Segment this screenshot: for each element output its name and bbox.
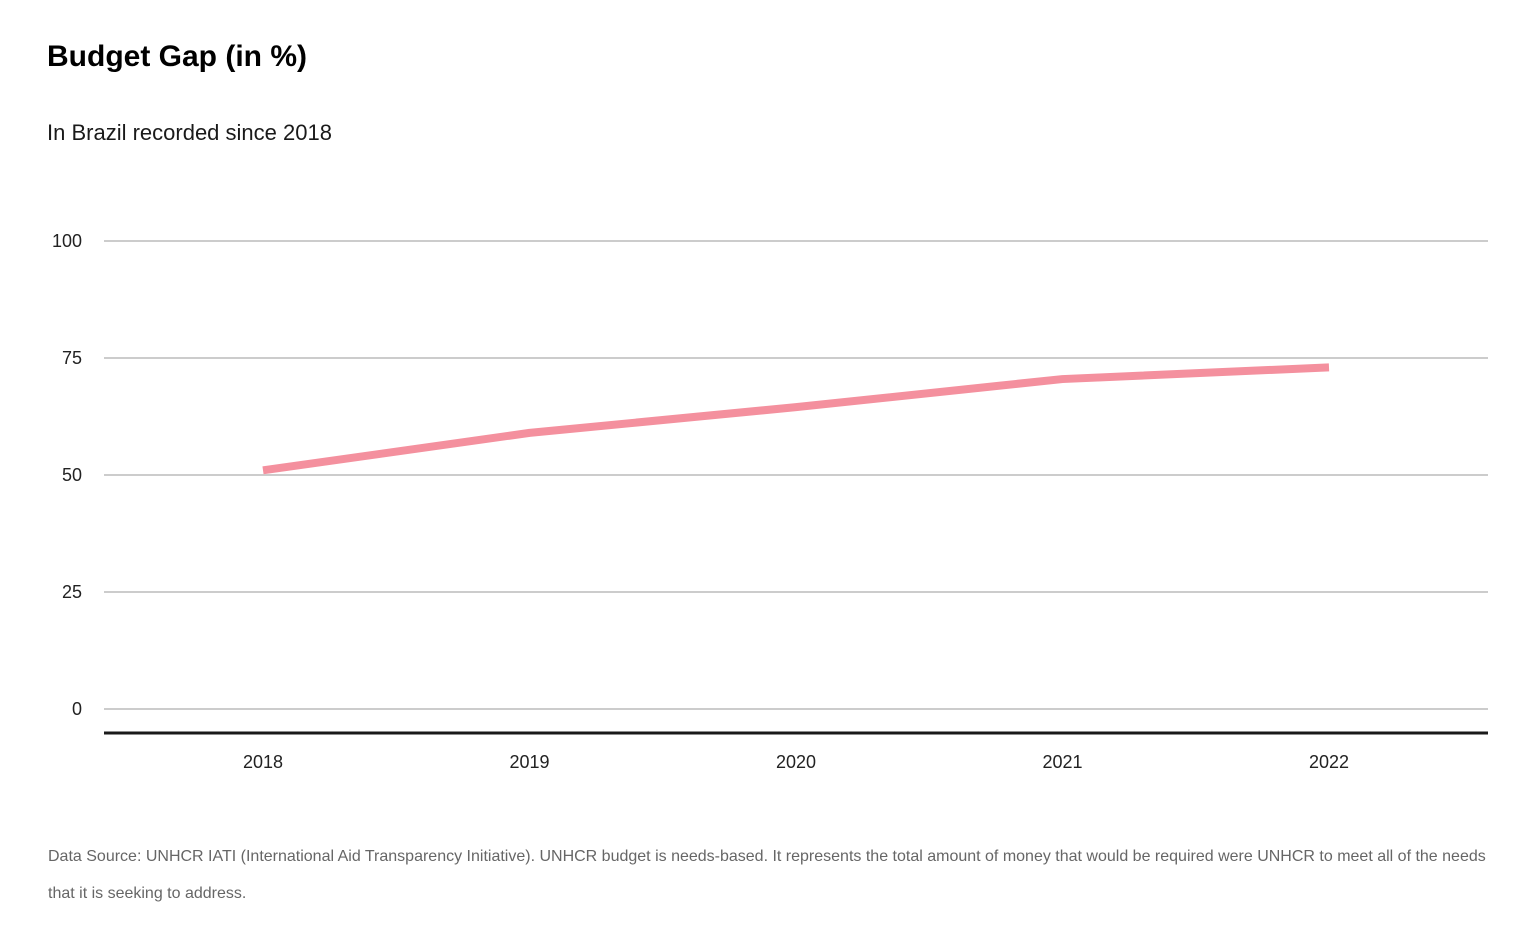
chart-subtitle: In Brazil recorded since 2018: [47, 120, 332, 145]
x-tick-label-2019: 2019: [509, 752, 549, 772]
y-tick-label: 25: [62, 582, 82, 602]
x-tick-label-2020: 2020: [776, 752, 816, 772]
y-tick-label: 50: [62, 465, 82, 485]
x-tick-label-2018: 2018: [243, 752, 283, 772]
y-tick-label: 100: [52, 231, 82, 251]
series-line-budget-gap: [262, 363, 1330, 475]
line-chart: 0 25 50 75 100 2018 2019 2020 2021 2022: [52, 231, 1488, 772]
y-axis-tick-labels: 0 25 50 75 100: [52, 231, 82, 719]
x-axis-tick-labels: 2018 2019 2020 2021 2022: [243, 752, 1349, 772]
y-tick-label: 75: [62, 348, 82, 368]
chart-title: Budget Gap (in %): [47, 40, 307, 73]
y-tick-label: 0: [72, 699, 82, 719]
data-source-note: Data Source: UNHCR IATI (International A…: [48, 848, 1486, 902]
x-tick-label-2022: 2022: [1309, 752, 1349, 772]
x-tick-label-2021: 2021: [1042, 752, 1082, 772]
gridlines: [104, 240, 1488, 710]
series-group: [262, 363, 1330, 475]
